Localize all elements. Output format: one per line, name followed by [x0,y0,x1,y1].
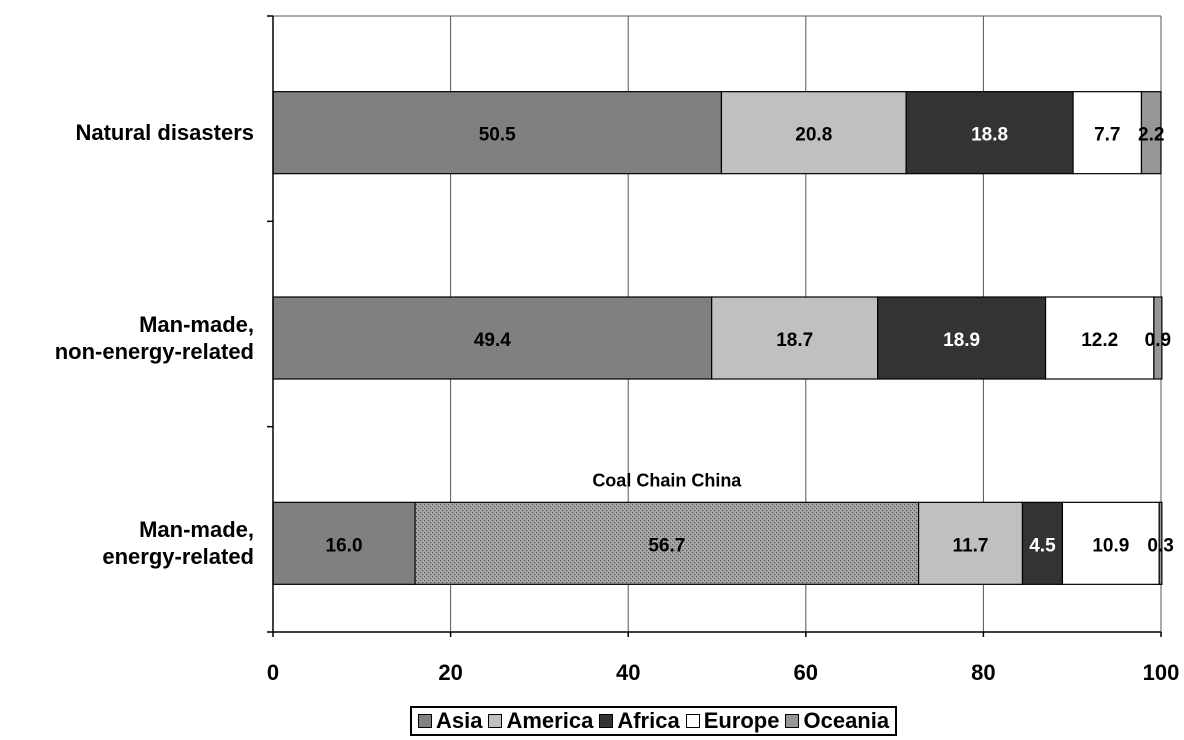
legend-swatch [599,714,614,728]
bar-segment-oceania [1158,501,1163,585]
category-label: Natural disasters [75,120,254,146]
legend: Asia America Africa Europe Oceania [410,706,898,736]
legend-item: Asia [418,708,482,734]
category-label: Man-made, energy-related [102,517,254,570]
data-label: 49.4 [474,330,511,351]
legend-swatch [418,714,432,728]
legend-swatch [488,714,503,728]
category-label: Man-made, non-energy-related [54,312,254,364]
bar-segment-coal-chain-china [414,501,920,585]
data-label: 18.8 [971,125,1008,146]
data-label: 56.7 [648,535,685,556]
bar-segment-europe [1072,91,1143,175]
data-label: 4.5 [1029,535,1056,556]
data-label: 12.2 [1081,330,1118,351]
legend-item: Africa [599,708,680,734]
x-tick-label: 0 [267,660,279,685]
data-label: 0.9 [1145,330,1171,351]
bar-segment-europe [1061,501,1160,585]
annotation-label: Coal Chain China [592,470,742,490]
legend-item: America [488,708,593,734]
bar-segment-oceania [1140,91,1162,175]
legend-item: Europe [685,708,780,734]
data-label: 50.5 [479,125,516,146]
legend-label: America [506,708,594,733]
data-label: 18.9 [943,330,980,351]
legend-label: Europe [703,708,780,733]
x-tick-label: 100 [1143,660,1180,685]
bar-segment-asia [272,91,723,175]
legend-label: Africa [617,708,680,733]
data-label: 16.0 [326,535,363,556]
legend-swatch [685,714,700,728]
data-label: 18.7 [776,330,813,351]
bar-segment-oceania [1153,296,1163,380]
data-label: 2.2 [1138,125,1164,146]
data-label: 20.8 [795,125,832,146]
legend-swatch [785,714,800,728]
bar-segment-europe [1044,296,1155,380]
x-tick-label: 80 [971,660,995,685]
legend-label: Oceania [803,708,890,733]
x-tick-label: 40 [616,660,640,685]
legend-item: Oceania [785,708,889,734]
bar-segment-africa [1021,501,1064,585]
data-label: 10.9 [1092,535,1129,556]
data-label: 0.3 [1147,535,1173,556]
bar-segment-america [711,296,879,380]
x-tick-label: 60 [794,660,818,685]
data-label: 11.7 [953,535,989,556]
x-tick-label: 20 [438,660,462,685]
bar-segment-asia [272,501,416,585]
bar-segment-america [917,501,1024,585]
bar-segment-asia [272,296,713,380]
legend-label: Asia [436,708,483,733]
data-label: 7.7 [1094,125,1120,146]
bar-segment-africa [877,296,1047,380]
